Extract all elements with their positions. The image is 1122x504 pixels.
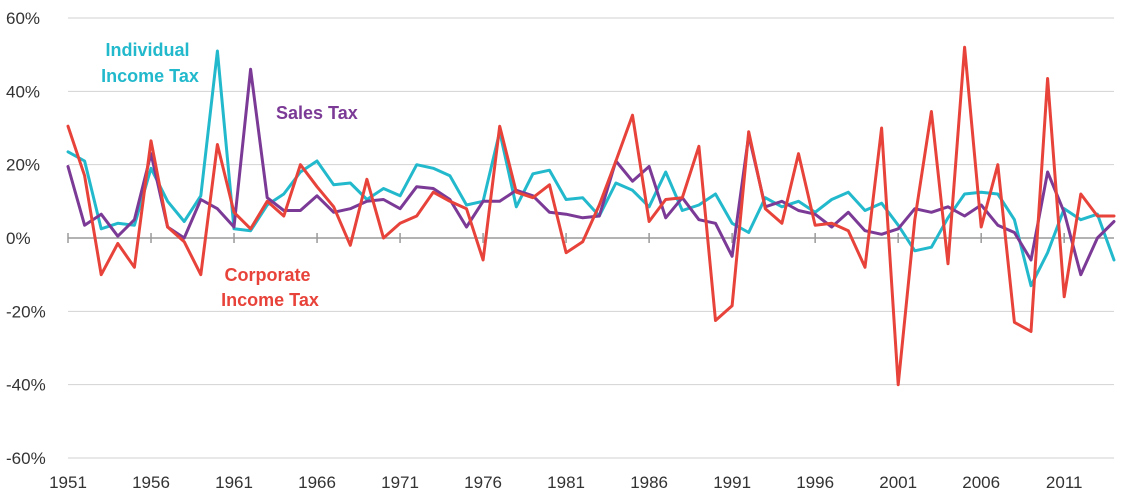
y-tick-label: -20%: [6, 302, 46, 321]
y-tick-label: 40%: [6, 82, 40, 101]
x-tick-label: 1956: [132, 473, 170, 492]
y-axis-tick-labels: 60% 40% 20% 0% -20% -40% -60%: [6, 9, 46, 468]
y-tick-label: -40%: [6, 376, 46, 395]
x-tick-label: 1966: [298, 473, 336, 492]
y-tick-label: 60%: [6, 9, 40, 28]
x-tick-label: 1986: [630, 473, 668, 492]
gridlines: [68, 17, 1114, 459]
series-label-corporate-income-tax: Corporate Income Tax: [221, 265, 319, 310]
x-axis-tick-labels: 1951 1956 1961 1966 1971 1976 1981 1986 1991 1996…: [49, 473, 1082, 492]
series-lines: [66, 45, 1116, 387]
x-tick-label: 2011: [1046, 473, 1083, 492]
x-tick-label: 1976: [464, 473, 502, 492]
x-axis: [67, 233, 1114, 243]
series-line-corporate-income-tax: [66, 45, 1116, 387]
series-label-individual-income-tax: Individual Income Tax: [101, 40, 199, 86]
series-line-sales-tax: [66, 67, 1116, 277]
x-tick-label: 1971: [381, 473, 419, 492]
x-tick-label: 1991: [713, 473, 751, 492]
series-label-sales-tax: Sales Tax: [276, 103, 358, 123]
y-tick-label: 20%: [6, 156, 40, 175]
x-tick-label: 2006: [962, 473, 1000, 492]
y-tick-label: -60%: [6, 449, 46, 468]
x-tick-label: 1961: [215, 473, 253, 492]
x-tick-label: 1981: [547, 473, 585, 492]
y-tick-label: 0%: [6, 229, 31, 248]
series-line-individual-income-tax: [66, 49, 1116, 288]
x-tick-label: 1996: [796, 473, 834, 492]
x-tick-label: 1951: [49, 473, 87, 492]
x-tick-label: 2001: [879, 473, 917, 492]
